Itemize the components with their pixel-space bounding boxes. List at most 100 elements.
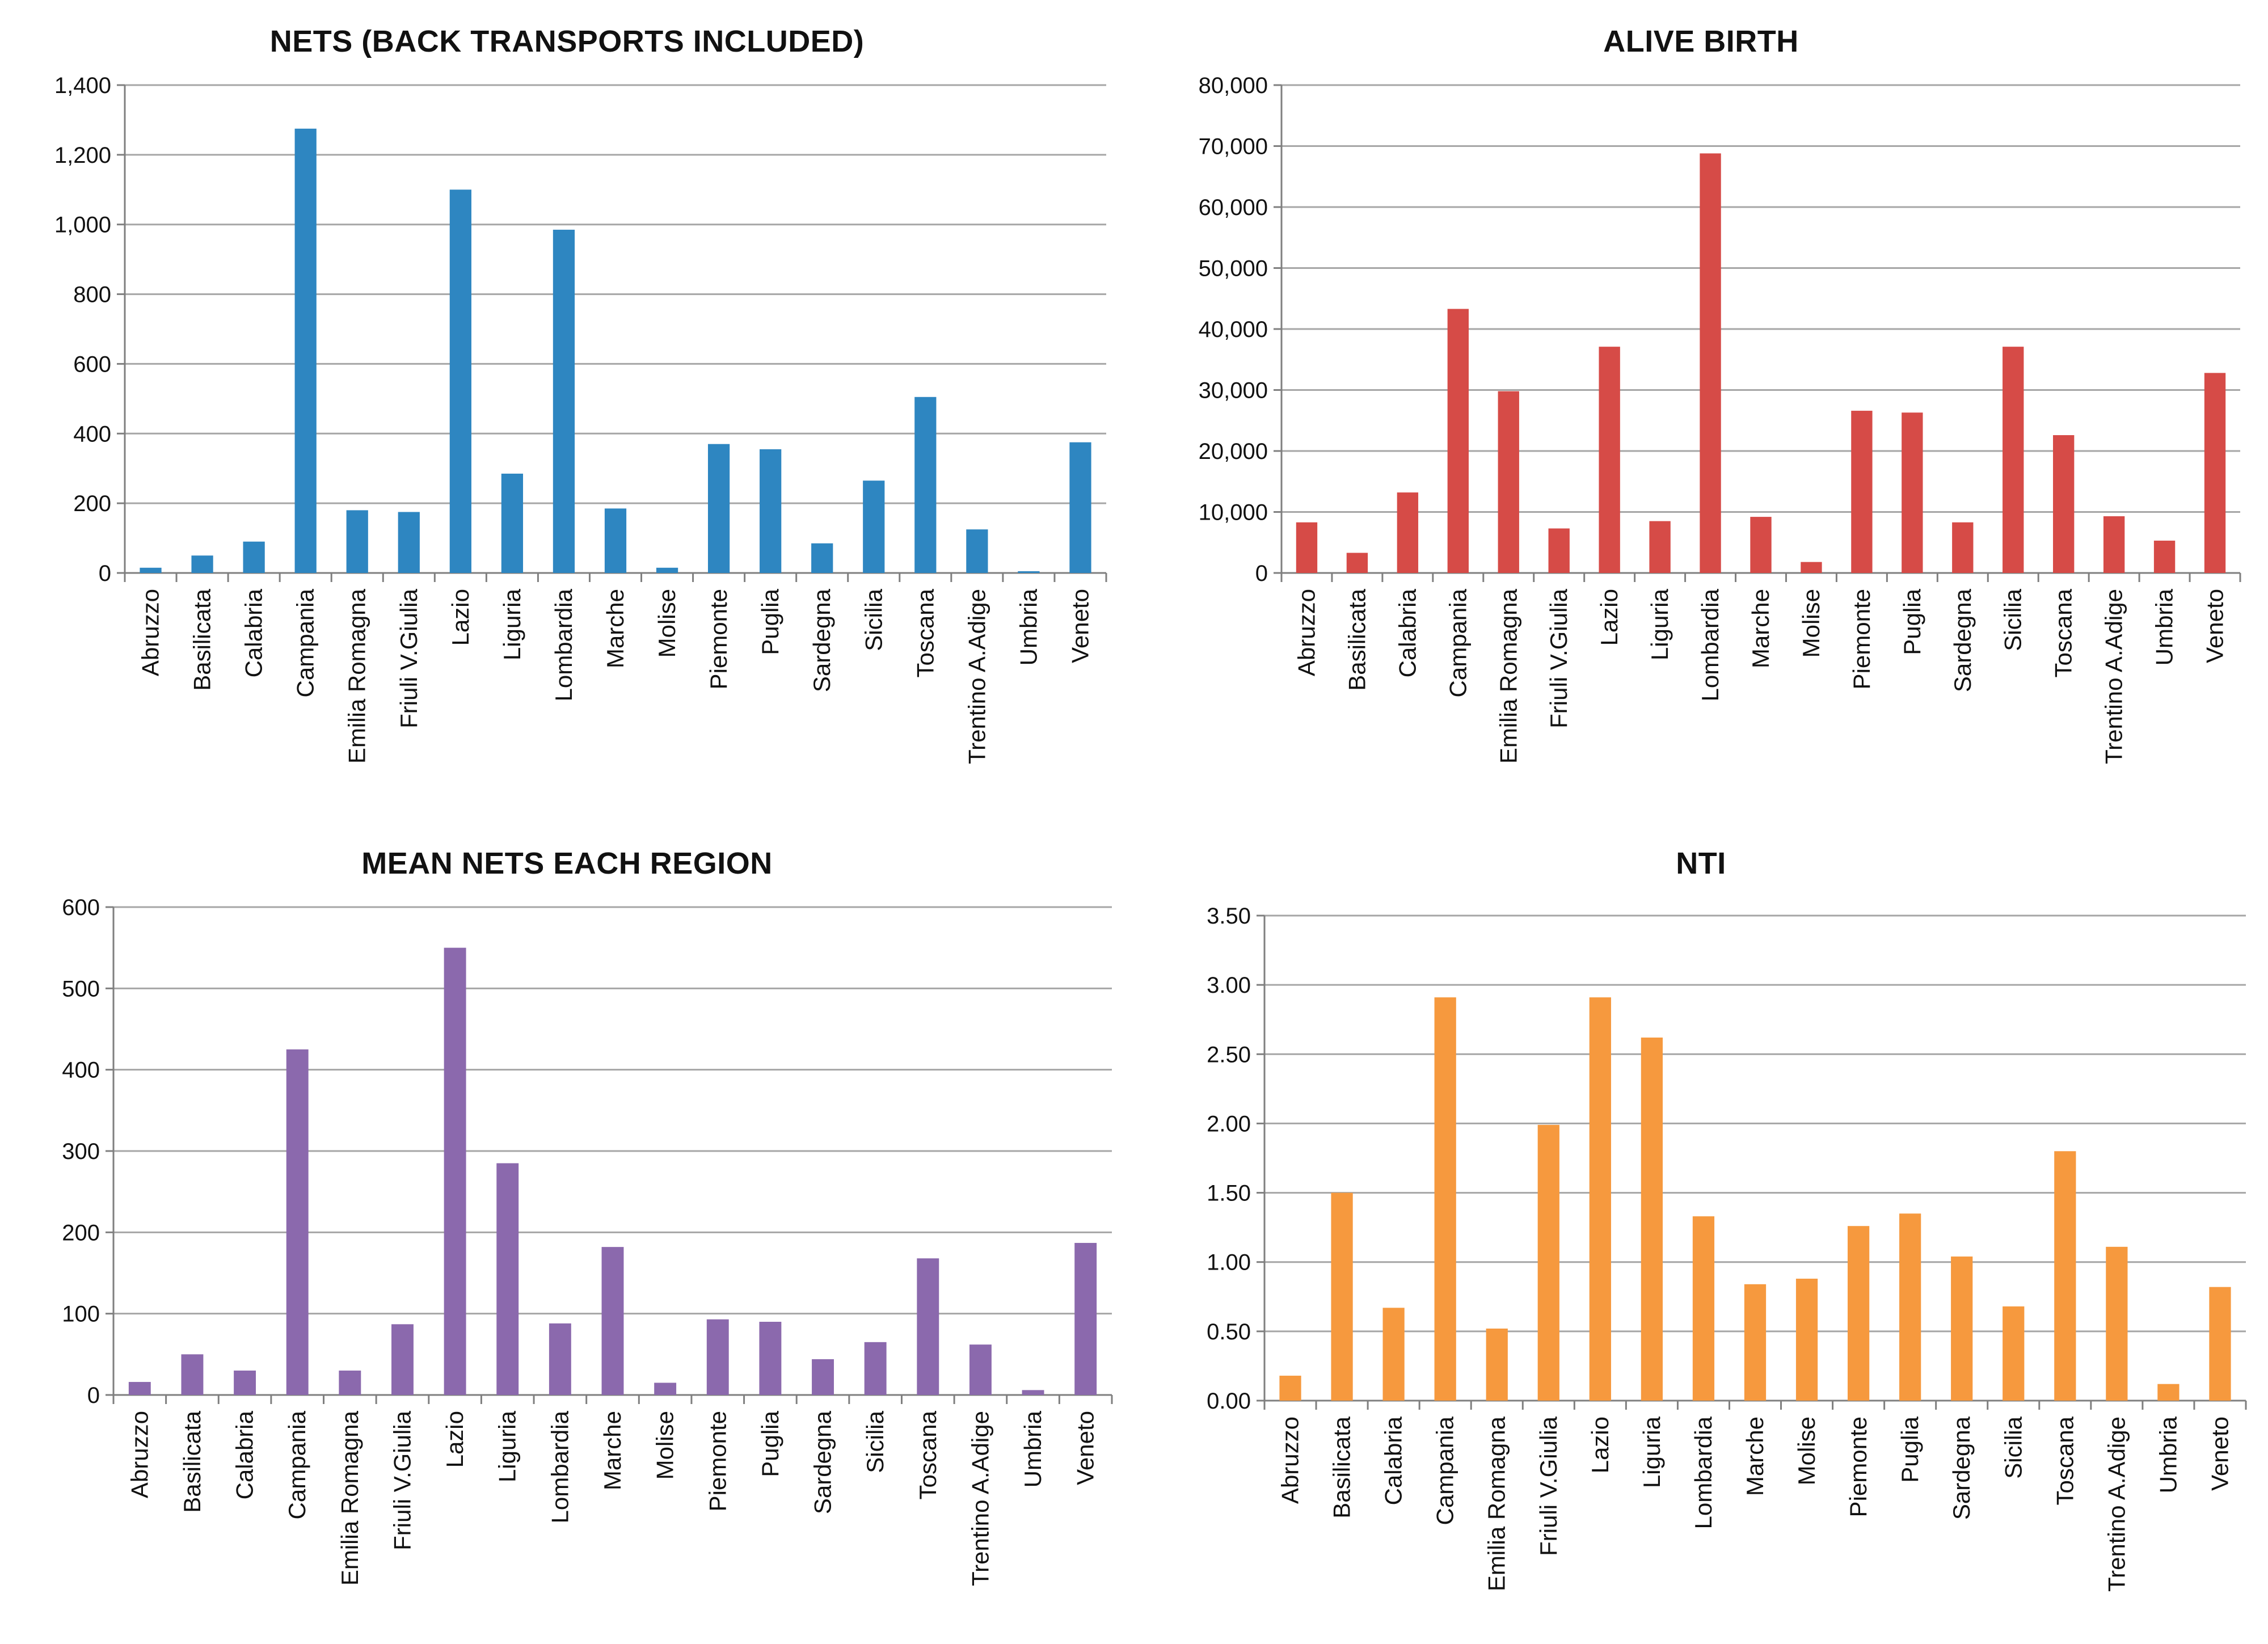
x-tick-label: Abruzzo	[1293, 589, 1320, 676]
bar-friuli-v-giulia	[391, 1324, 414, 1395]
bar-sicilia	[864, 1342, 887, 1395]
x-tick-label: Lombardia	[1690, 1416, 1717, 1529]
x-tick-label: Campania	[292, 588, 319, 697]
x-tick-label: Calabria	[241, 588, 267, 677]
x-tick-label: Basilicata	[179, 1410, 205, 1512]
bar-calabria	[1382, 1308, 1405, 1401]
bar-umbria	[1018, 571, 1040, 573]
bar-emilia-romagna	[339, 1371, 361, 1395]
bar-piemonte	[1851, 411, 1873, 573]
bar-veneto	[2204, 373, 2226, 573]
x-tick-label: Emilia Romagna	[1483, 1416, 1510, 1591]
y-tick-label: 60,000	[1199, 195, 1268, 220]
bar-campania	[286, 1049, 309, 1395]
bar-calabria	[1397, 492, 1419, 573]
bar-trentino-a-adige	[2103, 516, 2125, 573]
x-tick-label: Molise	[1798, 589, 1824, 657]
bar-friuli-v-giulia	[1548, 528, 1570, 573]
x-tick-label: Umbria	[2155, 1416, 2181, 1493]
bar-puglia	[1899, 1213, 1921, 1401]
y-tick-label: 0.00	[1207, 1389, 1251, 1414]
bar-abruzzo	[128, 1382, 151, 1395]
x-tick-label: Calabria	[1380, 1416, 1407, 1505]
chart-title: MEAN NETS EACH REGION	[361, 846, 773, 880]
bar-campania	[1434, 997, 1456, 1401]
bar-sardegna	[812, 1359, 834, 1395]
x-tick-label: Emilia Romagna	[344, 588, 370, 764]
bar-liguria	[1649, 521, 1671, 573]
bar-umbria	[1022, 1390, 1044, 1395]
x-tick-label: Campania	[1432, 1416, 1458, 1525]
bar-campania	[1447, 309, 1469, 573]
x-tick-label: Veneto	[1066, 589, 1093, 663]
x-tick-label: Trentino A.Adige	[2101, 589, 2127, 764]
x-tick-label: Friuli V.Giulia	[1535, 1416, 1562, 1556]
x-tick-label: Umbria	[1015, 588, 1042, 665]
bar-basilicata	[191, 555, 213, 573]
x-tick-label: Marche	[602, 589, 629, 668]
y-tick-label: 20,000	[1199, 439, 1268, 464]
y-tick-label: 3.00	[1207, 973, 1251, 998]
x-tick-label: Umbria	[1019, 1410, 1046, 1487]
chart-title: NTI	[1676, 846, 1726, 880]
x-tick-label: Molise	[654, 589, 680, 657]
y-tick-label: 0	[99, 561, 111, 586]
x-tick-label: Abruzzo	[1277, 1417, 1304, 1504]
y-tick-label: 600	[62, 895, 100, 920]
chart-plot: 0 200 400 600 800 1,000 1,200 1,400 Abruzzo Basil…	[54, 73, 1107, 764]
bar-toscana	[917, 1258, 939, 1395]
x-tick-label: Campania	[1444, 588, 1471, 697]
x-tick-label: Puglia	[757, 1410, 783, 1477]
bar-liguria	[1641, 1037, 1663, 1401]
bar-trentino-a-adige	[969, 1344, 992, 1395]
y-tick-label: 1,200	[54, 143, 111, 168]
x-tick-label: Piemonte	[704, 1411, 731, 1511]
bar-puglia	[760, 449, 782, 573]
bar-veneto	[2209, 1287, 2231, 1401]
x-tick-label: Sardegna	[1949, 588, 1976, 692]
y-tick-label: 3.50	[1207, 904, 1251, 929]
bar-emilia-romagna	[1498, 391, 1519, 573]
y-tick-label: 400	[62, 1058, 100, 1083]
chart-plot: 0 100 200 300 400 500 600 Abruzzo Basilicata Cala…	[62, 895, 1113, 1586]
bar-molise	[1801, 562, 1822, 573]
bar-sicilia	[863, 480, 885, 573]
bar-puglia	[1902, 412, 1923, 573]
chart-title: NETS (BACK TRANSPORTS INCLUDED)	[269, 24, 865, 58]
x-tick-label: Liguria	[494, 1410, 521, 1482]
y-tick-label: 600	[73, 352, 111, 377]
y-tick-label: 1,000	[54, 213, 111, 238]
y-tick-label: 1.00	[1207, 1250, 1251, 1275]
bar-sardegna	[1951, 1256, 1973, 1401]
chart-mean-nets: MEAN NETS EACH REGION 0 100 200 300 400 500 60…	[0, 822, 1134, 1644]
x-tick-label: Liguria	[1646, 588, 1673, 660]
bar-lombardia	[549, 1323, 571, 1395]
bar-molise	[1795, 1279, 1818, 1401]
x-tick-label: Puglia	[1896, 1416, 1923, 1482]
bar-friuli-v-giulia	[398, 512, 420, 573]
y-tick-label: 0.50	[1207, 1320, 1251, 1344]
bar-veneto	[1069, 442, 1091, 573]
x-tick-label: Sardegna	[808, 588, 835, 692]
x-tick-label: Lazio	[447, 589, 474, 646]
y-tick-label: 70,000	[1199, 134, 1268, 159]
bar-marche	[1750, 517, 1772, 573]
bar-toscana	[2054, 1151, 2076, 1401]
bar-marche	[1744, 1284, 1767, 1401]
x-tick-label: Liguria	[1638, 1416, 1665, 1488]
y-tick-label: 100	[62, 1302, 100, 1327]
y-tick-label: 0	[87, 1383, 100, 1408]
y-tick-label: 500	[62, 976, 100, 1001]
x-tick-label: Puglia	[757, 588, 783, 655]
x-tick-label: Friuli V.Giulia	[395, 588, 422, 728]
x-tick-label: Friuli V.Giulia	[389, 1410, 415, 1550]
x-tick-label: Marche	[1747, 589, 1774, 668]
bar-liguria	[501, 473, 524, 573]
x-tick-label: Sardegna	[810, 1410, 836, 1514]
x-tick-label: Basilicata	[1343, 588, 1370, 690]
x-tick-label: Lombardia	[1697, 588, 1723, 701]
x-tick-label: Calabria	[231, 1410, 258, 1499]
chart-nti: NTI 0.00 0.50 1.00 1.50 2.00 2.50 3.00 3.50 Abru…	[1134, 822, 2268, 1644]
x-tick-label: Piemonte	[1845, 1417, 1871, 1517]
bar-marche	[601, 1247, 624, 1395]
